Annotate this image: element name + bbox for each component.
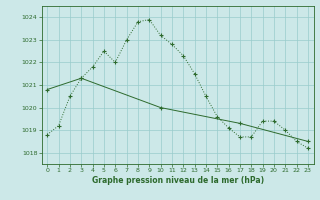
X-axis label: Graphe pression niveau de la mer (hPa): Graphe pression niveau de la mer (hPa) (92, 176, 264, 185)
